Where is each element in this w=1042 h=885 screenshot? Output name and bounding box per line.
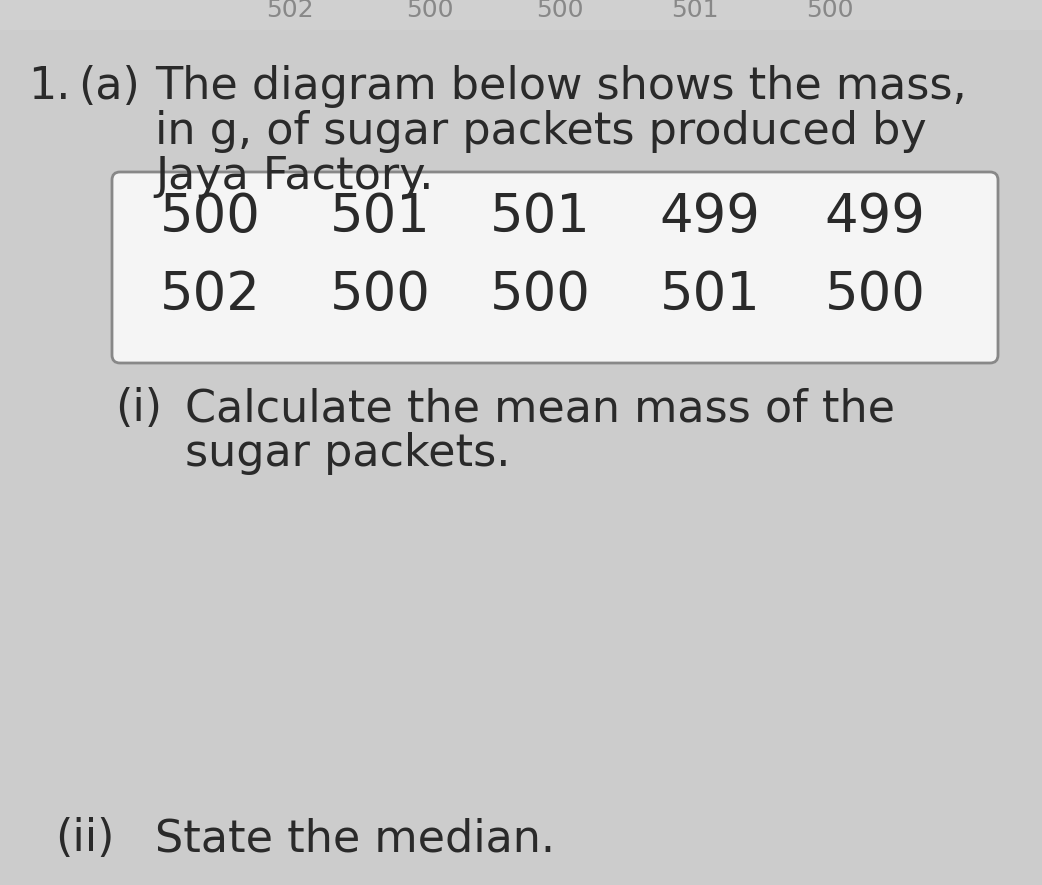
Text: State the median.: State the median. bbox=[155, 817, 555, 860]
Text: in g, of sugar packets produced by: in g, of sugar packets produced by bbox=[155, 110, 926, 153]
Text: 500: 500 bbox=[406, 0, 453, 22]
Text: 500: 500 bbox=[807, 0, 853, 22]
Text: 1.: 1. bbox=[28, 65, 71, 108]
Text: 500: 500 bbox=[490, 269, 591, 321]
Text: 499: 499 bbox=[824, 191, 925, 243]
Text: (i): (i) bbox=[115, 387, 162, 430]
Text: The diagram below shows the mass,: The diagram below shows the mass, bbox=[155, 65, 967, 108]
Text: Calculate the mean mass of the: Calculate the mean mass of the bbox=[185, 387, 895, 430]
Text: 501: 501 bbox=[329, 191, 430, 243]
Text: 502: 502 bbox=[159, 269, 260, 321]
Text: 500: 500 bbox=[824, 269, 925, 321]
Text: sugar packets.: sugar packets. bbox=[185, 432, 511, 475]
Text: 500: 500 bbox=[329, 269, 430, 321]
Text: 501: 501 bbox=[490, 191, 591, 243]
Text: 499: 499 bbox=[660, 191, 761, 243]
Text: (a): (a) bbox=[78, 65, 140, 108]
Text: 500: 500 bbox=[537, 0, 584, 22]
Text: 501: 501 bbox=[660, 269, 761, 321]
Text: 502: 502 bbox=[266, 0, 314, 22]
FancyBboxPatch shape bbox=[111, 172, 998, 363]
Text: 501: 501 bbox=[671, 0, 719, 22]
Text: 500: 500 bbox=[159, 191, 260, 243]
Bar bbox=[0, 0, 1042, 30]
Text: (ii): (ii) bbox=[55, 817, 115, 860]
Text: Jaya Factory.: Jaya Factory. bbox=[155, 155, 433, 198]
